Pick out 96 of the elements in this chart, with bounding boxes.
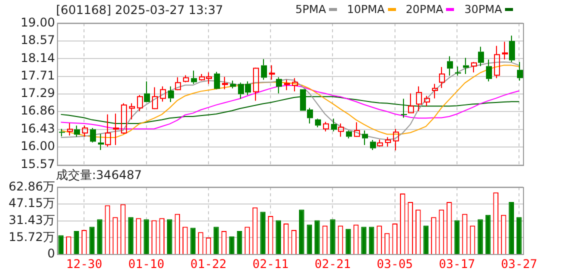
candlestick <box>439 66 445 89</box>
y-tick-label: 47.15万 <box>8 196 55 210</box>
bar <box>260 212 266 254</box>
y-tick-label: 19.00 <box>20 15 55 30</box>
candlestick <box>315 118 321 128</box>
bar <box>314 220 320 254</box>
bar <box>454 220 460 254</box>
bar <box>516 217 522 254</box>
candlestick <box>284 79 290 91</box>
y-tick-label: 16.43 <box>20 121 55 136</box>
candlestick <box>478 46 484 67</box>
candlestick <box>509 35 515 63</box>
candlestick <box>90 128 96 144</box>
x-tick-label: 01-22 <box>190 256 227 271</box>
candlestick <box>230 80 236 89</box>
bar <box>423 226 429 254</box>
x-tick-label: 03-05 <box>376 256 413 271</box>
bar <box>229 236 234 254</box>
candlestick <box>401 98 407 118</box>
candlestick <box>129 102 135 120</box>
bar <box>478 219 483 254</box>
x-tick-label: 03-27 <box>501 256 538 271</box>
candlestick <box>471 62 477 73</box>
legend-label: 30PMA <box>464 3 502 16</box>
y-tick-label: 18.57 <box>20 33 55 48</box>
candlestick <box>168 86 174 103</box>
y-tick-label: 62.86万 <box>8 179 55 194</box>
y-tick-label: 17.71 <box>20 68 55 83</box>
y-tick-label: 15.57 <box>20 156 55 171</box>
candlestick <box>152 86 158 110</box>
chart-title: 成交量:346487 <box>56 167 142 184</box>
bar <box>508 202 514 254</box>
candlestick <box>292 78 298 92</box>
candlestick <box>105 114 111 148</box>
bar <box>346 228 351 254</box>
candlestick <box>370 140 376 150</box>
candlestick <box>67 122 73 136</box>
candlestick <box>253 68 259 102</box>
y-tick-label: 17.29 <box>20 86 55 100</box>
y-tick-label: 15.72万 <box>8 230 55 244</box>
bar <box>74 231 80 254</box>
candlestick <box>494 45 500 79</box>
bar <box>306 224 312 254</box>
candlestick <box>502 41 508 60</box>
bar <box>485 214 491 254</box>
candlestick <box>74 125 80 138</box>
bar <box>299 210 304 254</box>
y-tick-label: 16.86 <box>20 104 55 118</box>
candlestick <box>269 64 275 80</box>
candlestick <box>362 130 368 146</box>
x-tick-label: 03-17 <box>438 256 476 271</box>
candlestick <box>59 128 65 137</box>
bar <box>144 219 149 254</box>
candlestick <box>517 62 523 82</box>
candlestick <box>447 56 453 76</box>
x-tick-label: 02-21 <box>314 256 351 271</box>
candlestick <box>191 70 197 84</box>
candlestick <box>276 76 282 94</box>
candlestick <box>416 86 422 112</box>
y-tick-label: 18.14 <box>20 50 55 65</box>
x-tick-label: 02-11 <box>252 256 289 271</box>
candlestick <box>432 83 438 99</box>
candlestick <box>338 123 344 138</box>
bar <box>236 231 242 254</box>
candlestick <box>261 58 267 80</box>
candlestick <box>222 76 228 90</box>
candlestick <box>214 71 220 89</box>
bar <box>128 217 134 254</box>
legend-label: 10PMA <box>347 3 385 16</box>
bar <box>330 219 336 254</box>
candlestick <box>331 118 337 132</box>
bar <box>97 219 102 254</box>
candlestick <box>98 133 104 150</box>
bar <box>166 219 172 254</box>
candlestick <box>113 113 119 146</box>
candlestick <box>408 92 414 114</box>
chart-title: [601168] 2025-03-27 13:37 <box>56 3 224 17</box>
candlestick <box>393 128 399 151</box>
legend-label: 5PMA <box>295 3 326 16</box>
bar <box>368 226 374 254</box>
y-tick-label: 31.43万 <box>8 213 55 228</box>
y-tick-label: 0 <box>47 246 55 261</box>
bar <box>361 226 366 254</box>
legend-label: 20PMA <box>406 3 444 16</box>
bar <box>190 228 196 254</box>
candlestick <box>463 57 469 74</box>
candlestick <box>486 59 492 82</box>
candlestick <box>346 130 352 139</box>
bar <box>89 226 95 254</box>
y-tick-label: 16.00 <box>20 139 55 154</box>
bar <box>276 220 281 254</box>
bar <box>214 226 219 254</box>
bar <box>58 235 64 254</box>
candlestick <box>144 80 150 102</box>
x-tick-label: 12-30 <box>66 256 102 271</box>
x-tick-label: 01-10 <box>128 256 164 271</box>
